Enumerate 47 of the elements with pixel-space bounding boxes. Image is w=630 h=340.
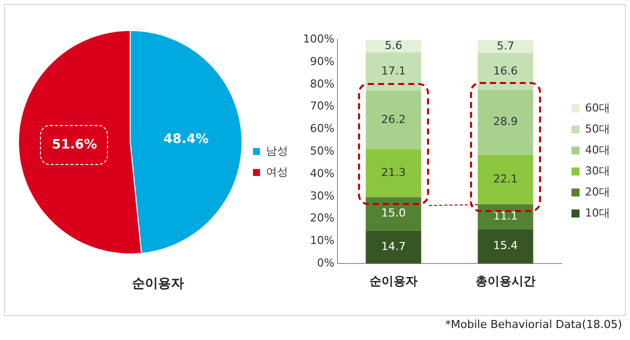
bar bbox=[366, 197, 422, 231]
data-label: 28.9 bbox=[493, 115, 518, 128]
y-tick-label: 40% bbox=[310, 166, 334, 180]
y-tick-label: 70% bbox=[310, 100, 334, 113]
data-label: 5.6 bbox=[384, 38, 402, 52]
y-tick-label: 50% bbox=[310, 144, 334, 158]
legend-label: 50대 bbox=[585, 122, 610, 136]
data-label: 21.3 bbox=[381, 166, 406, 180]
y-tick-label: 0% bbox=[316, 256, 334, 270]
y-tick-label: 100% bbox=[302, 32, 334, 46]
bar bbox=[366, 230, 422, 264]
legend-label: 남성 bbox=[266, 144, 288, 158]
text: *Mobile Behaviorial Data(18.05) bbox=[445, 318, 622, 331]
legend-label: 60대 bbox=[585, 101, 610, 114]
x-tick-label: 총이용시간 bbox=[475, 274, 536, 288]
y-tick-label: 30% bbox=[310, 189, 334, 202]
data-label: 15.4 bbox=[493, 239, 518, 252]
data-label: 22.1 bbox=[493, 172, 518, 186]
data-label: 15.0 bbox=[381, 206, 406, 220]
data-label: 26.2 bbox=[381, 112, 406, 126]
bar bbox=[478, 204, 534, 230]
bar bbox=[478, 154, 534, 204]
bar bbox=[478, 40, 534, 53]
data-label: 16.6 bbox=[493, 64, 518, 78]
y-tick-label: 10% bbox=[310, 234, 334, 248]
legend-label: 30대 bbox=[585, 164, 610, 178]
bar bbox=[478, 229, 534, 264]
legend-label: 20대 bbox=[585, 185, 610, 198]
data-label: 48.4% bbox=[164, 132, 209, 147]
data-label: 17.1 bbox=[381, 64, 406, 78]
legend-label: 여성 bbox=[266, 165, 288, 178]
y-tick-label: 60% bbox=[310, 122, 334, 136]
bar bbox=[478, 52, 534, 90]
bar bbox=[366, 52, 422, 91]
data-label: 5.7 bbox=[496, 39, 514, 52]
bar bbox=[366, 40, 422, 52]
y-tick-label: 90% bbox=[310, 54, 334, 68]
data-label: 11.1 bbox=[493, 210, 518, 223]
bar bbox=[478, 90, 534, 155]
bar bbox=[366, 90, 422, 150]
data-label: 14.7 bbox=[381, 240, 406, 253]
bar bbox=[366, 149, 422, 198]
data-label: 51.6% bbox=[52, 137, 97, 152]
y-tick-label: 80% bbox=[310, 77, 334, 90]
y-tick-label: 20% bbox=[310, 212, 334, 225]
legend-label: 40대 bbox=[585, 143, 610, 156]
legend-label: 10대 bbox=[585, 206, 610, 220]
